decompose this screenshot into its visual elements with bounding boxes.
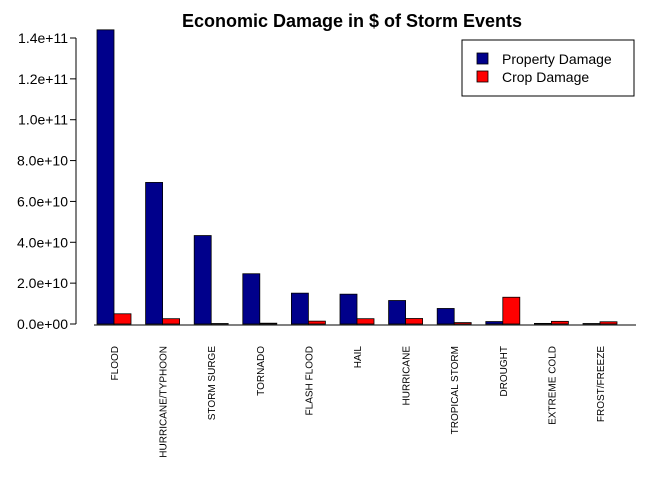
bar-crop-8 <box>502 296 521 325</box>
bars <box>96 29 618 325</box>
legend-label-property: Property Damage <box>502 51 612 67</box>
legend-label-crop: Crop Damage <box>502 69 589 85</box>
y-tick-label: 8.0e+10 <box>17 153 68 169</box>
bar-crop-3 <box>259 322 278 325</box>
bar-property-5 <box>339 293 358 325</box>
bar-crop-6 <box>405 318 424 325</box>
x-tick-label: FLOOD <box>110 346 121 380</box>
y-axis: 0.0e+00 2.0e+10 4.0e+10 6.0e+10 8.0e+10 1.0e+… <box>17 30 77 332</box>
chart-title: Economic Damage in $ of Storm Events <box>182 11 522 31</box>
x-tick-label: FROST/FREEZE <box>596 346 607 422</box>
x-tick-label: HAIL <box>353 346 364 369</box>
bar-property-9 <box>534 322 552 325</box>
legend-box <box>461 39 635 97</box>
legend-swatch-crop <box>476 70 489 83</box>
bar-crop-1 <box>162 318 181 325</box>
bar-property-8 <box>485 321 504 325</box>
bar-property-4 <box>290 292 309 325</box>
bar-property-1 <box>145 182 164 325</box>
bar-property-10 <box>582 323 601 325</box>
bar-crop-0 <box>113 313 132 325</box>
bar-property-6 <box>388 300 407 325</box>
y-tick-label: 0.0e+00 <box>17 316 68 332</box>
x-tick-label: EXTREME COLD <box>547 346 558 425</box>
legend-swatch-property <box>476 52 489 65</box>
x-tick-label: HURRICANE <box>402 346 413 406</box>
bar-crop-2 <box>210 323 229 325</box>
x-tick-label: TROPICAL STORM <box>450 346 461 434</box>
y-tick-label: 4.0e+10 <box>17 234 68 250</box>
bar-crop-5 <box>356 318 375 325</box>
y-tick-label: 2.0e+10 <box>17 275 68 291</box>
bar-property-2 <box>193 235 212 325</box>
bar-property-7 <box>436 308 455 325</box>
bar-crop-4 <box>307 320 326 325</box>
y-tick-label: 6.0e+10 <box>17 193 68 209</box>
bar-property-0 <box>96 29 115 325</box>
y-tick-label: 1.4e+11 <box>18 30 68 46</box>
y-tick-label: 1.0e+11 <box>18 112 68 128</box>
bar-crop-10 <box>599 321 618 325</box>
x-axis-labels: FLOOD HURRICANE/TYPHOON STORM SURGE TORNADO… <box>110 346 607 458</box>
legend: Property Damage Crop Damage <box>461 39 635 97</box>
bar-crop-9 <box>551 320 569 325</box>
bar-crop-7 <box>453 322 472 325</box>
x-tick-label: FLASH FLOOD <box>304 346 315 415</box>
bar-property-3 <box>242 273 261 325</box>
y-tick-label: 1.2e+11 <box>18 71 68 87</box>
x-tick-label: STORM SURGE <box>207 346 218 421</box>
x-tick-label: DROUGHT <box>499 346 510 397</box>
x-tick-label: HURRICANE/TYPHOON <box>159 346 170 458</box>
x-tick-label: TORNADO <box>256 346 267 396</box>
